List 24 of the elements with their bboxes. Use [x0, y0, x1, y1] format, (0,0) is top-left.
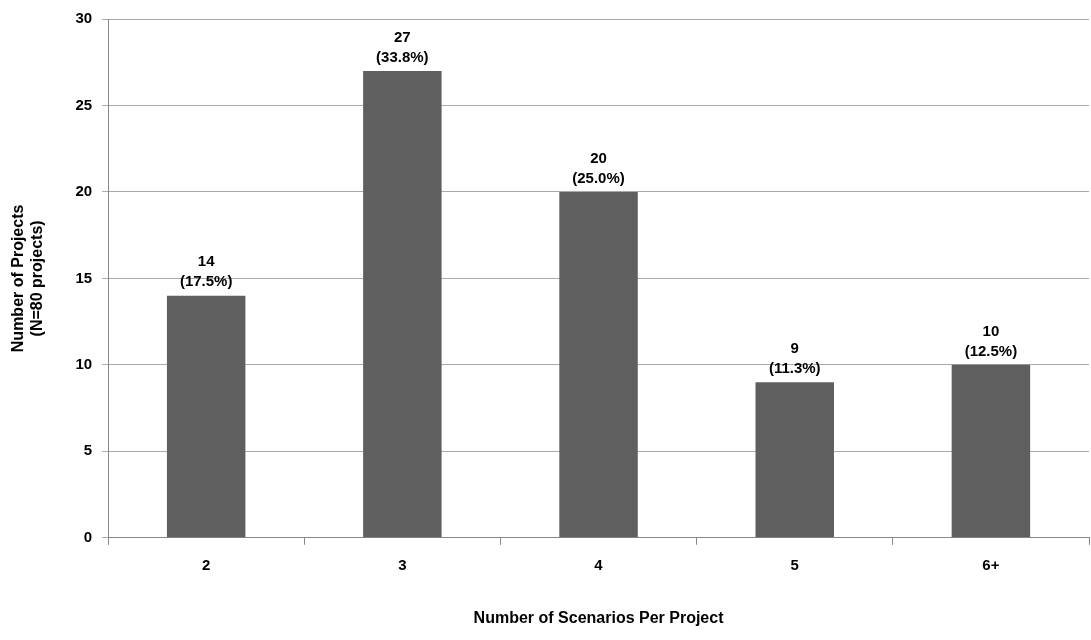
x-tick-label: 2 — [202, 555, 211, 573]
y-tick-label: 30 — [75, 9, 93, 27]
bar — [559, 191, 638, 538]
y-tick-label: 15 — [75, 268, 93, 286]
x-tick-label: 6+ — [982, 555, 1000, 573]
bar — [951, 364, 1031, 538]
x-tick-label: 3 — [398, 555, 407, 573]
data-label: 27 (33.8%) — [376, 27, 429, 65]
data-label: 10 (12.5%) — [964, 321, 1018, 359]
y-tick-label: 0 — [83, 527, 93, 545]
data-label: 9 (11.3%) — [768, 338, 821, 376]
x-tick-label: 5 — [790, 555, 799, 573]
x-tick-label: 4 — [594, 555, 604, 573]
bar — [166, 295, 246, 538]
bar — [363, 70, 442, 538]
y-tick-label: 25 — [75, 95, 93, 113]
data-label: 14 (17.5%) — [179, 252, 233, 290]
y-tick-label: 20 — [75, 182, 93, 200]
y-axis-title: Number of Projects (N=80 projects) — [9, 204, 46, 353]
bar — [755, 382, 834, 538]
y-tick-label: 10 — [75, 355, 93, 373]
data-label: 20 (25.0%) — [572, 148, 625, 186]
x-axis-title: Number of Scenarios Per Project — [473, 608, 725, 626]
y-tick-label: 5 — [83, 441, 93, 459]
